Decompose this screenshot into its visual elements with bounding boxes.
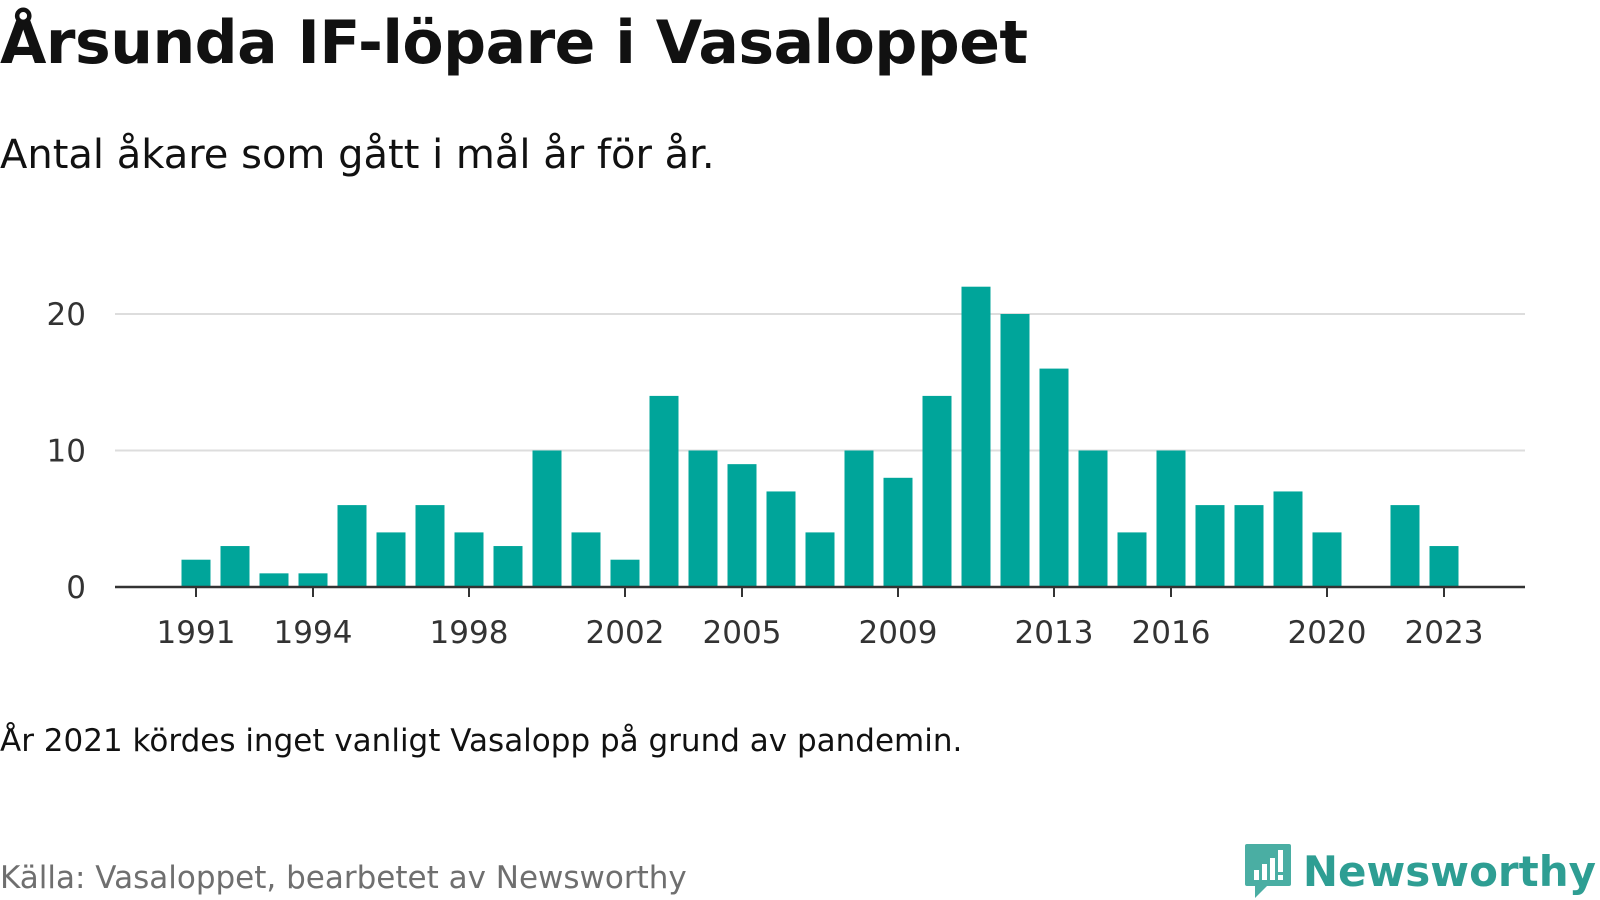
bar-2017 <box>1195 505 1225 587</box>
y-tick-label: 10 <box>47 434 86 470</box>
chart-subtitle: Antal åkare som gått i mål år för år. <box>0 132 715 178</box>
bar-2013 <box>1039 368 1069 587</box>
bar-2003 <box>649 395 679 587</box>
x-tick-label: 2016 <box>1132 615 1211 651</box>
bar-1994 <box>298 573 328 587</box>
x-tick-label: 1998 <box>430 615 509 651</box>
x-tick-label: 1991 <box>157 615 236 651</box>
bar-2020 <box>1312 532 1342 587</box>
bar-2016 <box>1156 450 1186 587</box>
gridlines <box>115 313 1525 452</box>
bar-2010 <box>922 395 952 587</box>
bar-2023 <box>1429 546 1459 587</box>
x-tick-label: 2013 <box>1015 615 1094 651</box>
x-tick-label: 2005 <box>703 615 782 651</box>
bar-2000 <box>532 450 562 587</box>
bar-1991 <box>181 559 211 587</box>
bar-2001 <box>571 532 601 587</box>
x-tick-label: 2002 <box>586 615 665 651</box>
bar-1992 <box>220 546 250 587</box>
bar-1993 <box>259 573 289 587</box>
x-tick-label: 1994 <box>274 615 353 651</box>
bar-2014 <box>1078 450 1108 587</box>
chart-title: Årsunda IF-löpare i Vasaloppet <box>0 8 1028 78</box>
y-tick-label: 20 <box>47 297 86 333</box>
y-tick-label: 0 <box>66 570 86 606</box>
newsworthy-logo-icon <box>1244 844 1291 898</box>
bar-2019 <box>1273 491 1303 587</box>
bar-2022 <box>1390 505 1420 587</box>
x-tick-label: 2023 <box>1405 615 1484 651</box>
bar-2004 <box>688 450 718 587</box>
bars <box>181 286 1459 587</box>
bar-1998 <box>454 532 484 587</box>
axes: 0 10 20 1991 1994 1998 2002 2005 2009 2013 2016 202… <box>47 297 1525 651</box>
bar-1996 <box>376 532 406 587</box>
bar-2008 <box>844 450 874 587</box>
bar-2005 <box>727 464 757 587</box>
bar-2006 <box>766 491 796 587</box>
bar-2009 <box>883 477 913 587</box>
footnote: År 2021 kördes inget vanligt Vasalopp på… <box>0 723 963 759</box>
newsworthy-logo: Newsworthy <box>1243 842 1596 900</box>
bar-2018 <box>1234 505 1264 587</box>
bar-1995 <box>337 505 367 587</box>
bar-2007 <box>805 532 835 587</box>
source-text: Källa: Vasaloppet, bearbetet av Newswort… <box>0 860 687 896</box>
bar-1999 <box>493 546 523 587</box>
bar-1997 <box>415 505 445 587</box>
bar-2002 <box>610 559 640 587</box>
bar-chart: 0 10 20 1991 1994 1998 2002 2005 2009 2013 2016 202… <box>47 286 1525 651</box>
x-tick-label: 2009 <box>859 615 938 651</box>
newsworthy-logo-text: Newsworthy <box>1302 846 1596 896</box>
bar-2012 <box>1000 314 1030 587</box>
bar-2015 <box>1117 532 1147 587</box>
bar-2011 <box>961 286 991 587</box>
x-tick-label: 2020 <box>1288 615 1367 651</box>
